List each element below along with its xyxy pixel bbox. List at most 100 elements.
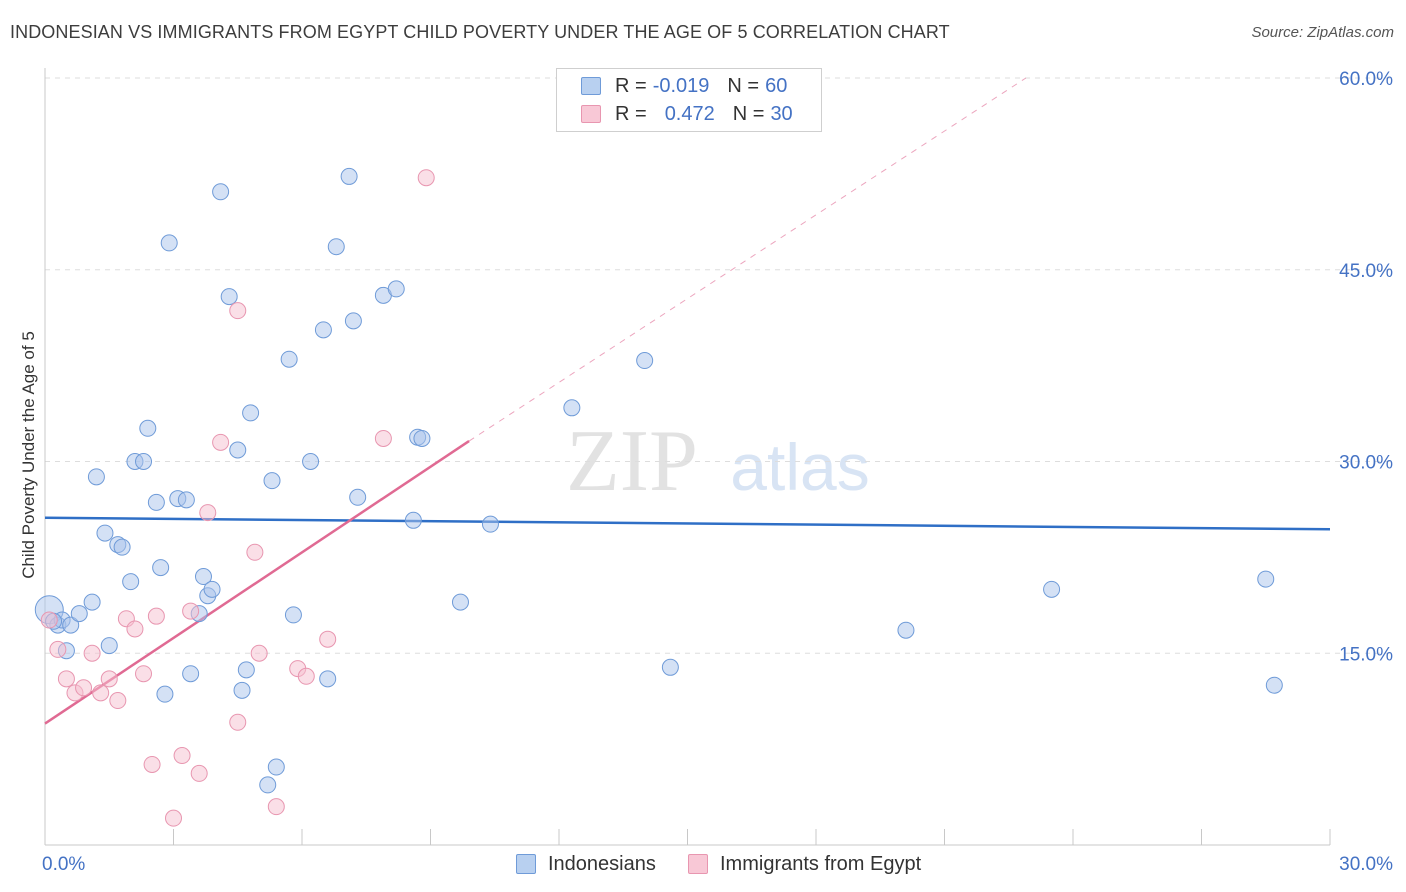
point-indonesians (87, 468, 105, 486)
bottom-legend-label-egypt: Immigrants from Egypt (720, 852, 922, 875)
point-indonesians (177, 491, 195, 509)
point-egypt (143, 755, 161, 773)
point-egypt (75, 679, 93, 697)
point-indonesians (344, 312, 362, 330)
point-indonesians (263, 472, 281, 490)
point-indonesians (135, 453, 153, 470)
point-indonesians (349, 488, 367, 506)
point-indonesians (387, 280, 405, 298)
point-indonesians (70, 605, 88, 623)
point-egypt (173, 747, 191, 765)
point-indonesians (1265, 676, 1283, 694)
bottom-legend-label-indonesians: Indonesians (548, 852, 656, 875)
gridlines (45, 77, 1395, 654)
point-indonesians (220, 288, 238, 306)
point-indonesians (160, 234, 178, 252)
point-indonesians (113, 538, 131, 556)
point-egypt (135, 665, 153, 683)
point-indonesians (661, 658, 679, 676)
point-egypt (126, 620, 144, 638)
legend-r-label: R = (615, 74, 647, 97)
point-egypt (250, 644, 268, 662)
point-indonesians (147, 493, 165, 511)
trend-lines (44, 77, 1331, 725)
point-indonesians (100, 637, 118, 655)
bottom-legend-indonesians: Indonesians (516, 850, 656, 878)
point-indonesians (280, 350, 298, 368)
point-egypt (57, 670, 75, 688)
point-indonesians (182, 665, 200, 683)
point-indonesians (481, 515, 499, 533)
bottom-legend-egypt: Immigrants from Egypt (688, 850, 921, 878)
legend-n-label: N = (732, 102, 765, 125)
tick-labels: 15.0% 30.0% 45.0% 60.0% 0.0% 30.0% (42, 69, 1393, 875)
point-indonesians (237, 661, 255, 679)
data-points (34, 167, 1283, 827)
point-indonesians (212, 183, 230, 201)
legend-r-value: 0.472 (664, 102, 715, 125)
x-tick-label: 30.0% (1339, 854, 1393, 875)
point-egypt (417, 169, 435, 187)
y-axis-label: Child Poverty Under the Age of 5 (19, 331, 38, 579)
point-egypt (109, 692, 127, 710)
bottom-legend-swatch-indonesians (516, 854, 536, 874)
point-indonesians (83, 593, 101, 611)
point-egypt (100, 670, 118, 688)
legend-n-value: 60 (765, 74, 788, 97)
point-indonesians (451, 593, 469, 611)
legend-row-indonesians: R = -0.019 N = 60 (581, 73, 787, 99)
source-label: Source: ZipAtlas.com (1251, 24, 1394, 41)
point-indonesians (302, 453, 320, 470)
point-egypt (190, 764, 208, 782)
point-indonesians (242, 404, 260, 422)
point-indonesians (897, 621, 915, 639)
point-indonesians (96, 524, 114, 542)
point-egypt (83, 644, 101, 662)
point-indonesians (229, 441, 247, 459)
point-indonesians (404, 511, 422, 529)
y-tick-label: 60.0% (1339, 69, 1393, 90)
point-egypt (297, 667, 315, 685)
trend-line-indonesians (44, 516, 1331, 531)
point-egypt (267, 798, 285, 816)
point-indonesians (327, 238, 345, 256)
point-indonesians (314, 321, 332, 339)
x-tick-label: 0.0% (42, 854, 85, 875)
point-indonesians (233, 681, 251, 699)
point-egypt (319, 630, 337, 648)
point-indonesians (1257, 570, 1275, 588)
point-egypt (49, 640, 67, 658)
legend-swatch-indonesians (581, 77, 601, 95)
point-indonesians (563, 399, 581, 417)
point-indonesians (156, 685, 174, 703)
point-indonesians (122, 573, 140, 591)
point-egypt (229, 302, 247, 320)
point-egypt (40, 611, 58, 629)
point-indonesians (259, 776, 277, 794)
legend-n-label: N = (727, 74, 760, 97)
legend-n-value: 30 (770, 102, 793, 125)
point-indonesians (1043, 580, 1061, 598)
y-tick-label: 15.0% (1339, 644, 1393, 665)
legend-row-egypt: R = 0.472 N = 30 (581, 101, 793, 127)
point-egypt (374, 429, 392, 447)
point-indonesians (636, 352, 654, 370)
point-indonesians (413, 429, 431, 447)
legend-r-value: -0.019 (652, 74, 710, 97)
watermark-atlas: atlas (730, 430, 869, 504)
correlation-legend: R = -0.019 N = 60 R = 0.472 N = 30 (556, 68, 822, 132)
point-egypt (212, 433, 230, 451)
chart-title: INDONESIAN VS IMMIGRANTS FROM EGYPT CHIL… (10, 22, 950, 42)
legend-swatch-egypt (581, 105, 601, 123)
point-egypt (182, 602, 200, 620)
point-egypt (199, 504, 217, 522)
point-egypt (229, 713, 247, 731)
axes (44, 68, 1331, 846)
point-indonesians (139, 419, 157, 437)
y-tick-label: 45.0% (1339, 261, 1393, 282)
bottom-legend-swatch-egypt (688, 854, 708, 874)
point-indonesians (340, 167, 358, 185)
point-indonesians (152, 559, 170, 577)
point-egypt (246, 543, 264, 561)
